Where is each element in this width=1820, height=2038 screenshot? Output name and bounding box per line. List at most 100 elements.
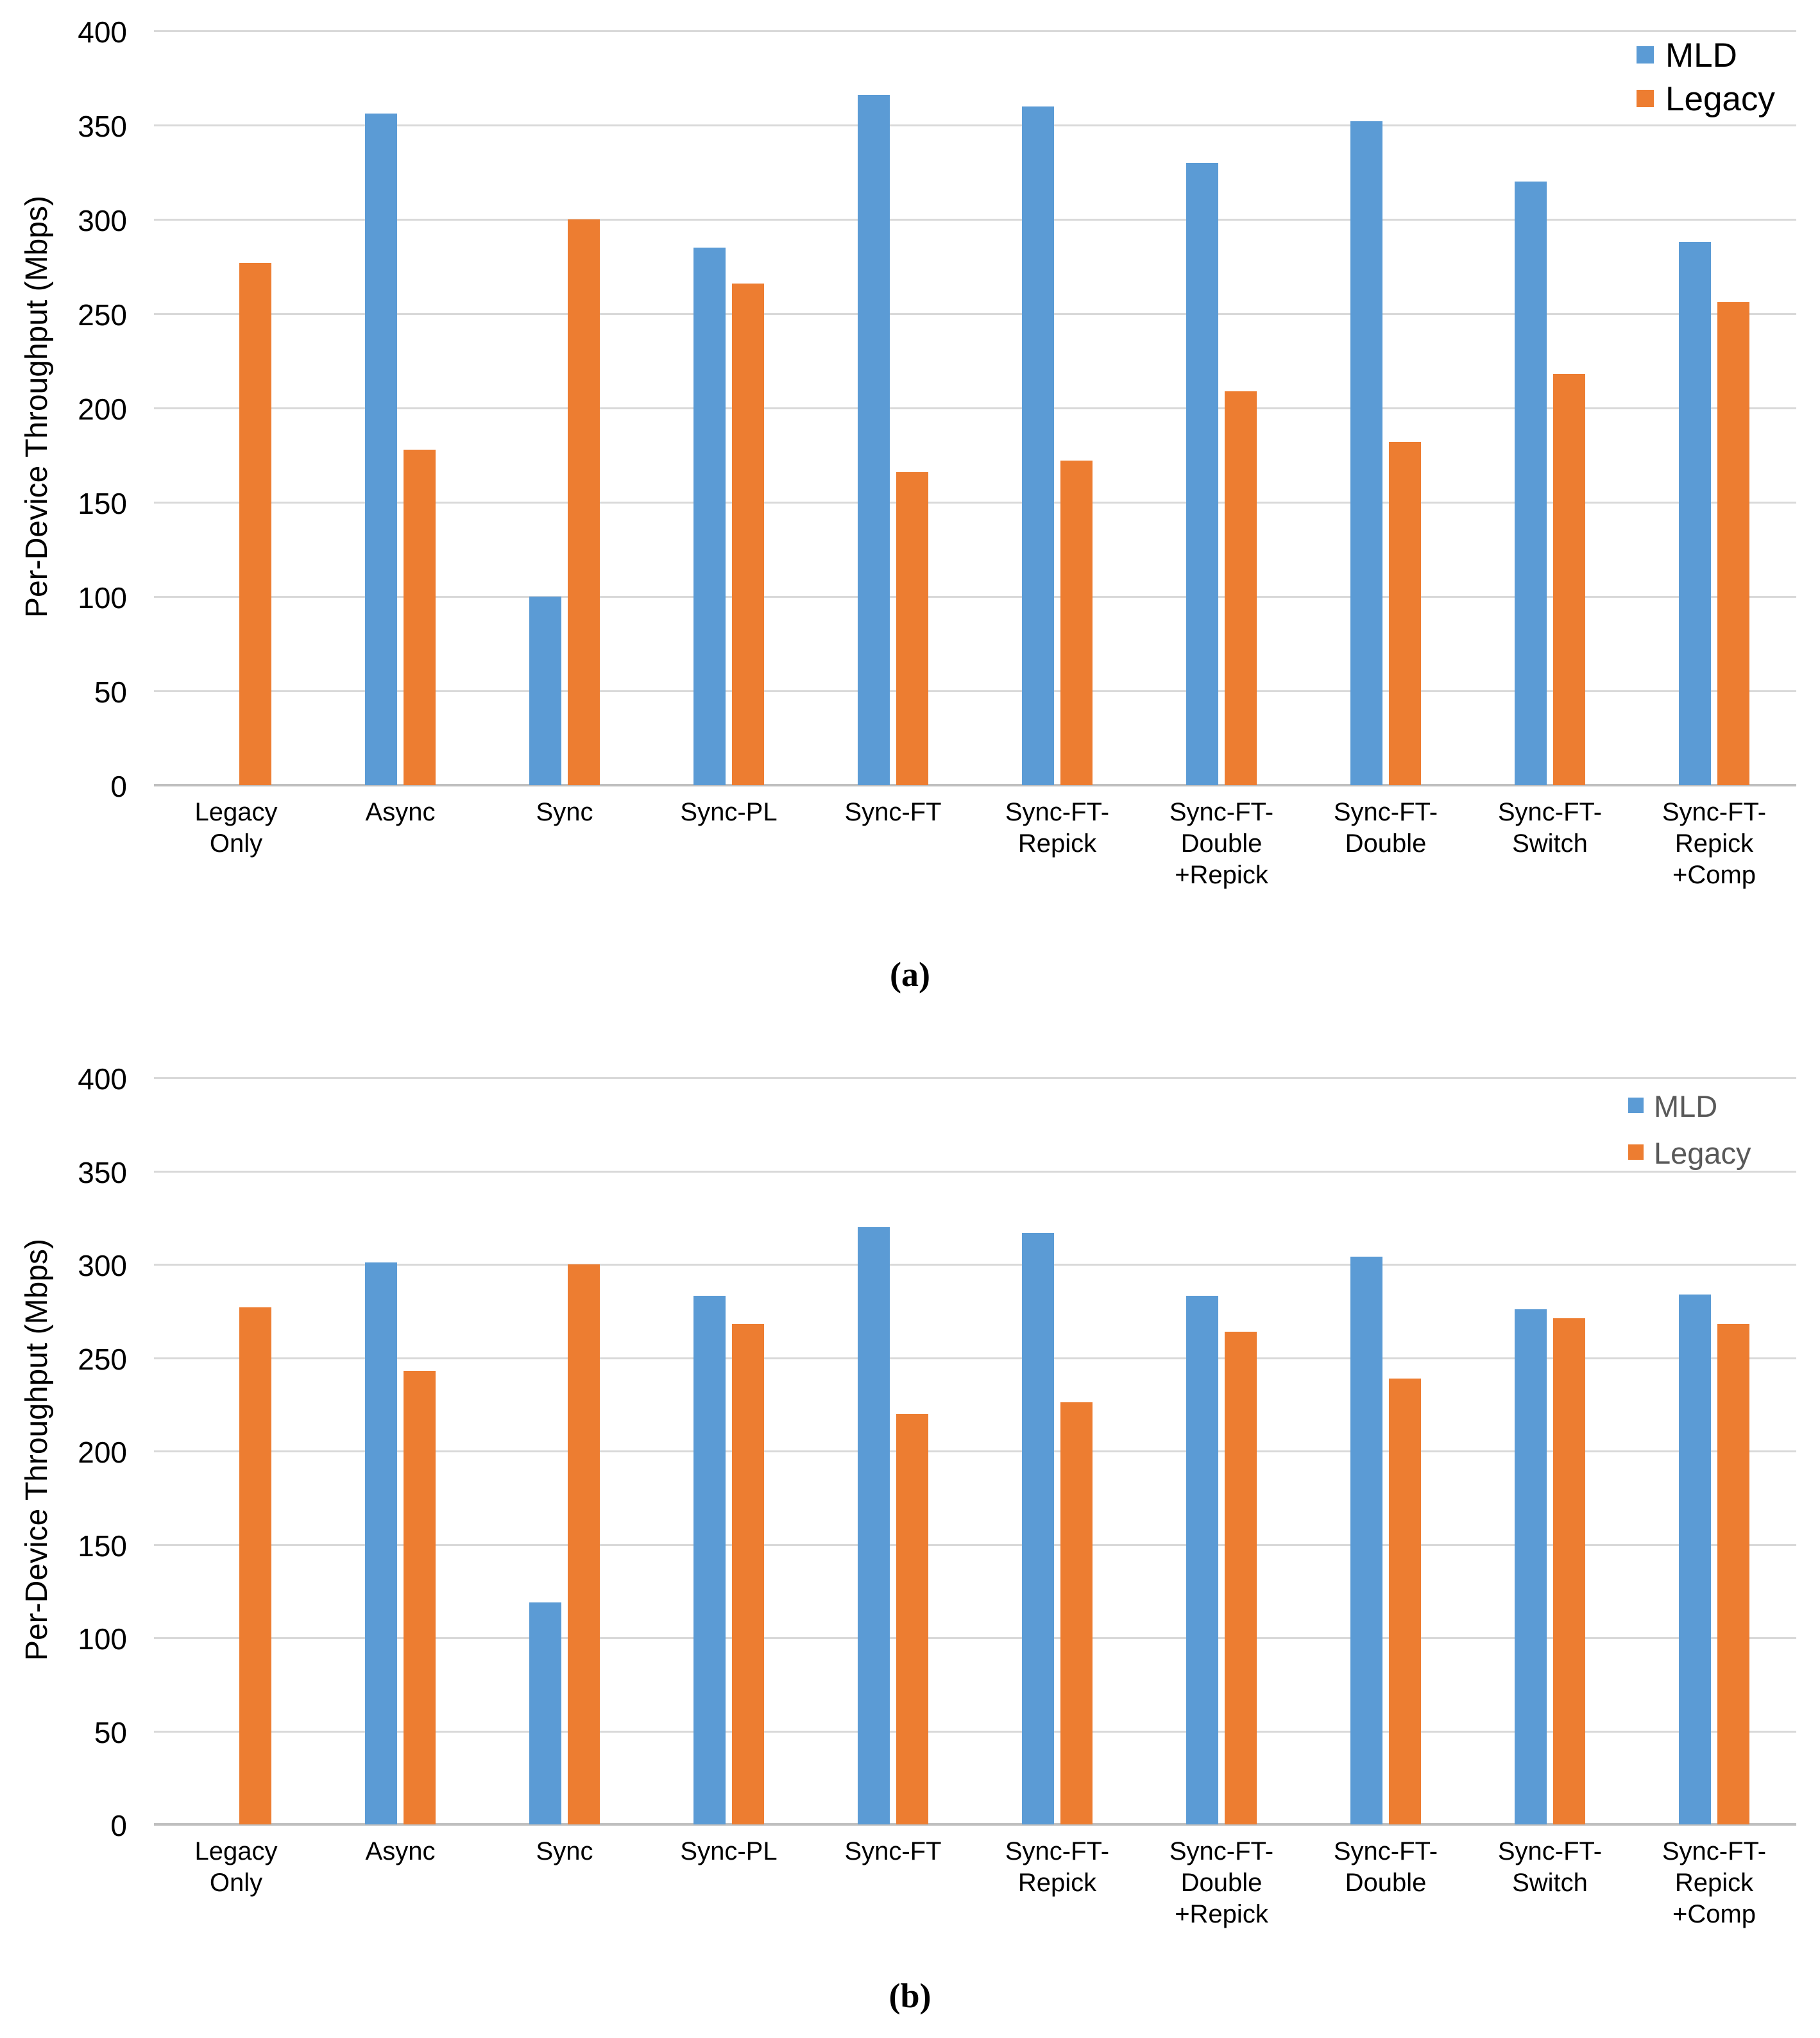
category-label-line: Repick [1017, 829, 1097, 858]
chart-b-category-label-sync-pl: Sync-PL [647, 1836, 811, 1867]
chart-b-x-axis-line [154, 1823, 1796, 1826]
category-label-line: Switch [1512, 829, 1588, 858]
category-label-line: Sync-FT- [1005, 798, 1110, 826]
category-label-line: Legacy [194, 798, 278, 826]
chart-a-gridline-300 [154, 219, 1796, 221]
chart-b-bar-mld-async [365, 1262, 397, 1824]
category-label-line: Sync-FT- [1169, 1837, 1274, 1865]
category-label-line: Legacy [194, 1837, 278, 1865]
chart-b-bar-legacy-sync-ft-repick [1060, 1402, 1093, 1824]
chart-b-ytick-200: 200 [78, 1436, 127, 1469]
chart-a-legend-label-legacy: Legacy [1665, 80, 1775, 118]
chart-b-gridline-100 [154, 1637, 1796, 1639]
category-label-line: Only [209, 1868, 263, 1897]
chart-b-category-label-sync-ft-switch: Sync-FT- Switch [1468, 1836, 1632, 1899]
chart-a-y-axis-title: Per-Device Throughput (Mbps) [20, 195, 54, 618]
chart-b-bar-legacy-async [404, 1371, 436, 1824]
category-label-line: Sync-FT- [1169, 798, 1274, 826]
chart-a-ytick-350: 350 [78, 110, 127, 143]
chart-a-bar-legacy-sync-ft-double [1389, 442, 1421, 785]
chart-b-y-axis-title: Per-Device Throughput (Mbps) [20, 1238, 54, 1661]
chart-a-bar-legacy-sync-ft-repick [1060, 461, 1093, 785]
chart-b-category-label-async: Async [318, 1836, 482, 1867]
category-label-line: +Comp [1672, 1899, 1756, 1928]
chart-a-category-label-sync-ft-switch: Sync-FT- Switch [1468, 797, 1632, 860]
chart-a-x-axis-line [154, 784, 1796, 786]
category-label-line: Sync-FT- [1662, 1837, 1767, 1865]
chart-a-ytick-0: 0 [110, 770, 127, 803]
category-label-line: Sync-FT- [1333, 798, 1438, 826]
chart-a-ytick-200: 200 [78, 393, 127, 426]
category-label-line: Double [1345, 1868, 1427, 1897]
category-label-line: Sync-FT- [1333, 1837, 1438, 1865]
chart-a-bar-legacy-sync-ft-switch [1553, 374, 1585, 785]
chart-a-bar-legacy-sync-pl [732, 284, 764, 785]
chart-b-legend-swatch-mld [1628, 1098, 1644, 1113]
category-label-line: Sync [536, 798, 593, 826]
chart-a-bar-mld-sync-ft-double-repick [1186, 163, 1218, 785]
caption-a: (a) [890, 955, 930, 994]
chart-a-legend-swatch-legacy [1637, 89, 1654, 107]
category-label-line: Sync [536, 1837, 593, 1865]
chart-a-ytick-50: 50 [94, 675, 127, 709]
chart-b-ytick-0: 0 [110, 1809, 127, 1842]
chart-a-bar-mld-sync-ft-repick [1022, 106, 1054, 785]
chart-a-gridline-200 [154, 407, 1796, 409]
category-label-line: Sync-PL [680, 798, 778, 826]
category-label-line: +Repick [1175, 860, 1268, 889]
chart-b-bar-mld-sync-ft-double-repick [1186, 1296, 1218, 1824]
category-label-line: Sync-FT- [1662, 798, 1767, 826]
chart-a-bar-mld-sync [529, 597, 561, 785]
chart-b-ytick-350: 350 [78, 1155, 127, 1189]
chart-b-bar-legacy-sync-ft-double-repick [1225, 1332, 1257, 1824]
chart-b-gridline-250 [154, 1357, 1796, 1359]
chart-b-bar-legacy-sync [568, 1264, 600, 1824]
category-label-line: Double [1345, 829, 1427, 858]
category-label-line: Double [1180, 1868, 1263, 1897]
chart-b-bar-legacy-sync-ft-repick-comp [1717, 1324, 1749, 1824]
chart-b-bar-mld-sync-ft-repick [1022, 1233, 1054, 1824]
chart-a-ytick-250: 250 [78, 298, 127, 332]
chart-a-gridline-50 [154, 690, 1796, 692]
category-label-line: Sync-FT [844, 1837, 942, 1865]
chart-b-gridline-50 [154, 1730, 1796, 1733]
chart-a-bar-mld-sync-pl [693, 248, 726, 785]
category-label-line: Async [365, 1837, 436, 1865]
category-label-line: Repick [1674, 829, 1754, 858]
chart-b-category-label-sync-ft-double-repick: Sync-FT- Double +Repick [1139, 1836, 1304, 1930]
chart-b-category-label-sync-ft-double: Sync-FT- Double [1304, 1836, 1468, 1899]
category-label-line: Sync-PL [680, 1837, 778, 1865]
chart-a-bar-mld-sync-ft-double [1350, 121, 1382, 785]
chart-b-ytick-400: 400 [78, 1062, 127, 1096]
chart-a-bar-legacy-sync [568, 219, 600, 785]
chart-a-ytick-100: 100 [78, 581, 127, 615]
chart-b-ytick-300: 300 [78, 1249, 127, 1282]
category-label-line: Switch [1512, 1868, 1588, 1897]
chart-b-category-label-sync-ft: Sync-FT [811, 1836, 975, 1867]
chart-a-bar-legacy-sync-ft-double-repick [1225, 391, 1257, 785]
chart-b-gridline-200 [154, 1450, 1796, 1452]
chart-b-bar-mld-sync-pl [693, 1296, 726, 1824]
chart-b-bar-mld-sync-ft-switch [1515, 1309, 1547, 1824]
chart-a-bar-legacy-sync-ft-repick-comp [1717, 302, 1749, 785]
chart-b-legend-label-mld: MLD [1654, 1089, 1718, 1123]
chart-b-gridline-150 [154, 1543, 1796, 1546]
chart-a-bar-mld-sync-ft-repick-comp [1679, 242, 1711, 785]
chart-a-legend-label-mld: MLD [1665, 36, 1737, 74]
chart-b-bar-legacy-legacy-only [239, 1307, 271, 1824]
chart-b-category-label-sync: Sync [482, 1836, 647, 1867]
chart-a-category-label-sync-ft-double: Sync-FT- Double [1304, 797, 1468, 860]
chart-a-category-label-sync-pl: Sync-PL [647, 797, 811, 828]
chart-a-gridline-350 [154, 124, 1796, 126]
chart-a-bar-legacy-sync-ft [896, 472, 928, 785]
chart-a-category-label-sync: Sync [482, 797, 647, 828]
chart-a-gridline-400 [154, 30, 1796, 32]
chart-a-gridline-150 [154, 502, 1796, 504]
chart-a-legend-swatch-mld [1637, 46, 1654, 64]
chart-a-ytick-150: 150 [78, 487, 127, 520]
chart-a-category-label-sync-ft-repick: Sync-FT- Repick [975, 797, 1139, 860]
chart-a-category-label-async: Async [318, 797, 482, 828]
chart-b-ytick-250: 250 [78, 1342, 127, 1376]
chart-a-bar-legacy-async [404, 450, 436, 785]
